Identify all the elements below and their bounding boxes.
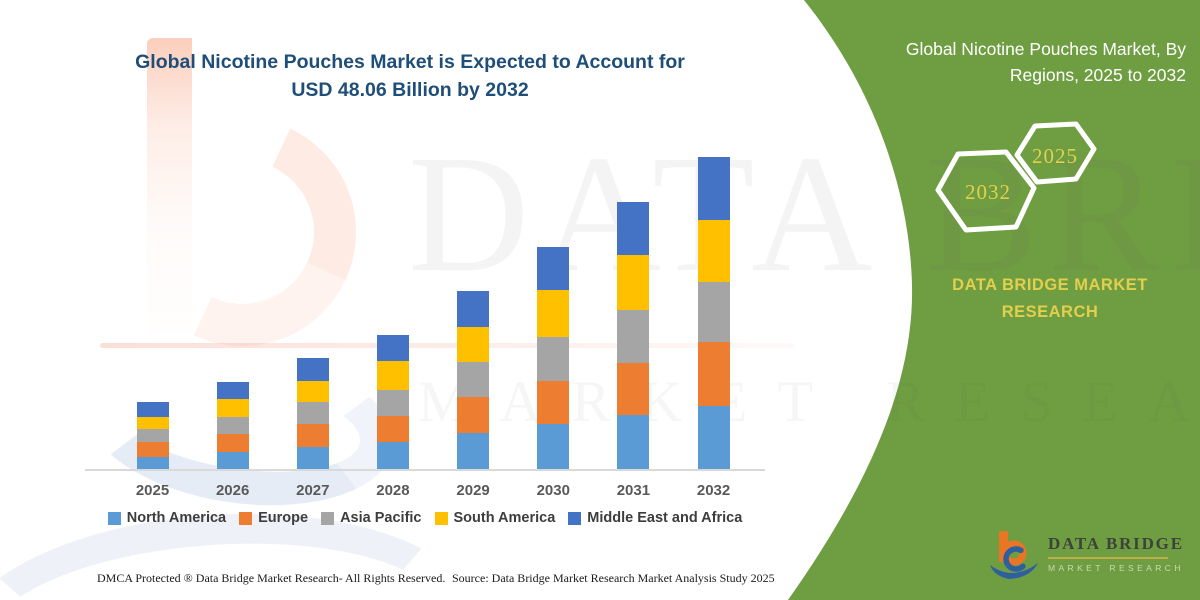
bar-segment-2027-south-america	[296, 380, 329, 403]
brand-name-line2: RESEARCH	[1001, 303, 1099, 321]
green-panel-shape	[788, 0, 1200, 600]
bar-segment-2027-europe	[296, 424, 329, 447]
side-panel-title: Global Nicotine Pouches Market, By Regio…	[840, 36, 1186, 88]
legend-label: Asia Pacific	[340, 510, 422, 526]
logo-underline	[1048, 557, 1168, 559]
bar-segment-2032-middle-east-and-africa	[697, 156, 730, 221]
hexagon-2025-label: 2025	[1032, 144, 1078, 168]
x-axis-label-2028: 2028	[376, 482, 410, 499]
company-logo-icon	[990, 531, 1038, 579]
footer-dmca-text: DMCA Protected ® Data Bridge Market Rese…	[97, 571, 446, 585]
bar-segment-2031-europe	[617, 363, 650, 415]
hexagon-2032	[935, 149, 1037, 233]
legend-item-asia-pacific: Asia Pacific	[321, 510, 422, 526]
bar-segment-2025-europe	[136, 442, 169, 457]
bar-segment-2029-south-america	[457, 326, 490, 363]
bar-segment-2027-north-america	[296, 446, 329, 470]
year-hexagons	[935, 121, 1097, 233]
bar-segment-2025-north-america	[136, 456, 169, 470]
x-axis-label-2029: 2029	[456, 482, 490, 499]
footer-source-text: Source: Data Bridge Market Research Mark…	[452, 571, 775, 585]
bar-segment-2027-asia-pacific	[296, 402, 329, 425]
bar-segment-2031-north-america	[617, 414, 650, 470]
bar-segment-2032-europe	[697, 342, 730, 406]
chart-title: Global Nicotine Pouches Market is Expect…	[40, 48, 780, 104]
legend-label: Europe	[258, 510, 309, 526]
brand-name-text: DATA BRIDGE MARKET RESEARCH	[930, 272, 1170, 326]
bar-segment-2032-north-america	[697, 405, 730, 470]
bar-segment-2025-south-america	[136, 417, 169, 429]
bar-segment-2030-north-america	[537, 423, 570, 470]
bar-segment-2030-middle-east-and-africa	[537, 247, 570, 291]
bar-segment-2027-middle-east-and-africa	[296, 358, 329, 381]
bar-segment-2028-middle-east-and-africa	[376, 335, 409, 362]
bar-segment-2029-north-america	[457, 433, 490, 470]
x-axis-label-2030: 2030	[536, 482, 570, 499]
bar-segment-2029-asia-pacific	[457, 362, 490, 397]
legend-swatch	[321, 511, 335, 525]
bar-segment-2031-asia-pacific	[617, 310, 650, 364]
bar-segment-2025-asia-pacific	[136, 429, 169, 443]
chart-title-line2: USD 48.06 Billion by 2032	[291, 79, 529, 101]
bar-segment-2026-south-america	[216, 398, 249, 418]
hexagon-2032-label: 2032	[965, 180, 1011, 204]
side-panel-title-line1: Global Nicotine Pouches Market, By	[905, 39, 1186, 59]
logo-brand-text: DATA BRIDGE	[1048, 534, 1184, 553]
bar-segment-2026-asia-pacific	[216, 417, 249, 434]
bar-segment-2026-europe	[216, 433, 249, 453]
bar-segment-2028-south-america	[376, 361, 409, 390]
bar-segment-2031-south-america	[617, 254, 650, 311]
side-panel-title-line2: Regions, 2025 to 2032	[1009, 65, 1186, 85]
x-axis-label-2026: 2026	[215, 482, 250, 499]
bar-segment-2028-asia-pacific	[376, 389, 409, 416]
bar-segment-2028-europe	[376, 415, 409, 443]
bar-segment-2030-south-america	[537, 290, 570, 337]
legend-swatch	[239, 511, 253, 525]
x-axis-label-2027: 2027	[296, 482, 330, 499]
chart-title-line1: Global Nicotine Pouches Market is Expect…	[135, 51, 685, 73]
x-axis-label-2031: 2031	[616, 482, 651, 499]
bar-segment-2030-europe	[537, 381, 570, 424]
bar-segment-2031-middle-east-and-africa	[617, 202, 650, 255]
x-axis-label-2032: 2032	[696, 482, 731, 499]
legend-swatch	[434, 511, 448, 525]
company-logo-text: DATA BRIDGE MARKET RESEARCH	[1048, 534, 1184, 573]
legend-swatch	[568, 511, 582, 525]
legend-item-middle-east-and-africa: Middle East and Africa	[568, 510, 742, 526]
bar-segment-2029-europe	[457, 396, 490, 434]
x-axis-line	[85, 469, 765, 471]
chart-legend: North America Europe Asia Pacific South Ame…	[75, 510, 775, 526]
legend-label: South America	[453, 510, 556, 526]
legend-item-south-america: South America	[434, 510, 556, 526]
company-logo: DATA BRIDGE MARKET RESEARCH	[985, 524, 1190, 586]
logo-blue-swoosh	[990, 563, 1038, 579]
bar-segment-2032-south-america	[697, 220, 730, 282]
bar-segment-2032-asia-pacific	[697, 281, 730, 343]
legend-item-north-america: North America	[107, 510, 227, 526]
bar-segment-2025-middle-east-and-africa	[136, 402, 169, 418]
hexagon-2025	[1014, 121, 1097, 185]
legend-swatch	[107, 511, 121, 525]
bar-segment-2030-asia-pacific	[537, 336, 570, 382]
logo-subtitle-text: MARKET RESEARCH	[1048, 562, 1184, 573]
brand-name-line1: DATA BRIDGE MARKET	[952, 276, 1148, 294]
stacked-bar-chart: 2025 2026 2027 2028 2029 2030 2031 2032 North A…	[75, 156, 775, 526]
legend-item-europe: Europe	[239, 510, 308, 526]
bar-segment-2026-middle-east-and-africa	[216, 381, 249, 399]
x-axis-label-2025: 2025	[135, 482, 170, 499]
bar-segment-2026-north-america	[216, 452, 249, 470]
legend-label: North America	[126, 510, 227, 526]
bar-segment-2029-middle-east-and-africa	[457, 291, 490, 327]
legend-label: Middle East and Africa	[587, 510, 743, 526]
logo-d-ring	[1003, 546, 1029, 572]
bar-segment-2028-north-america	[376, 442, 409, 470]
